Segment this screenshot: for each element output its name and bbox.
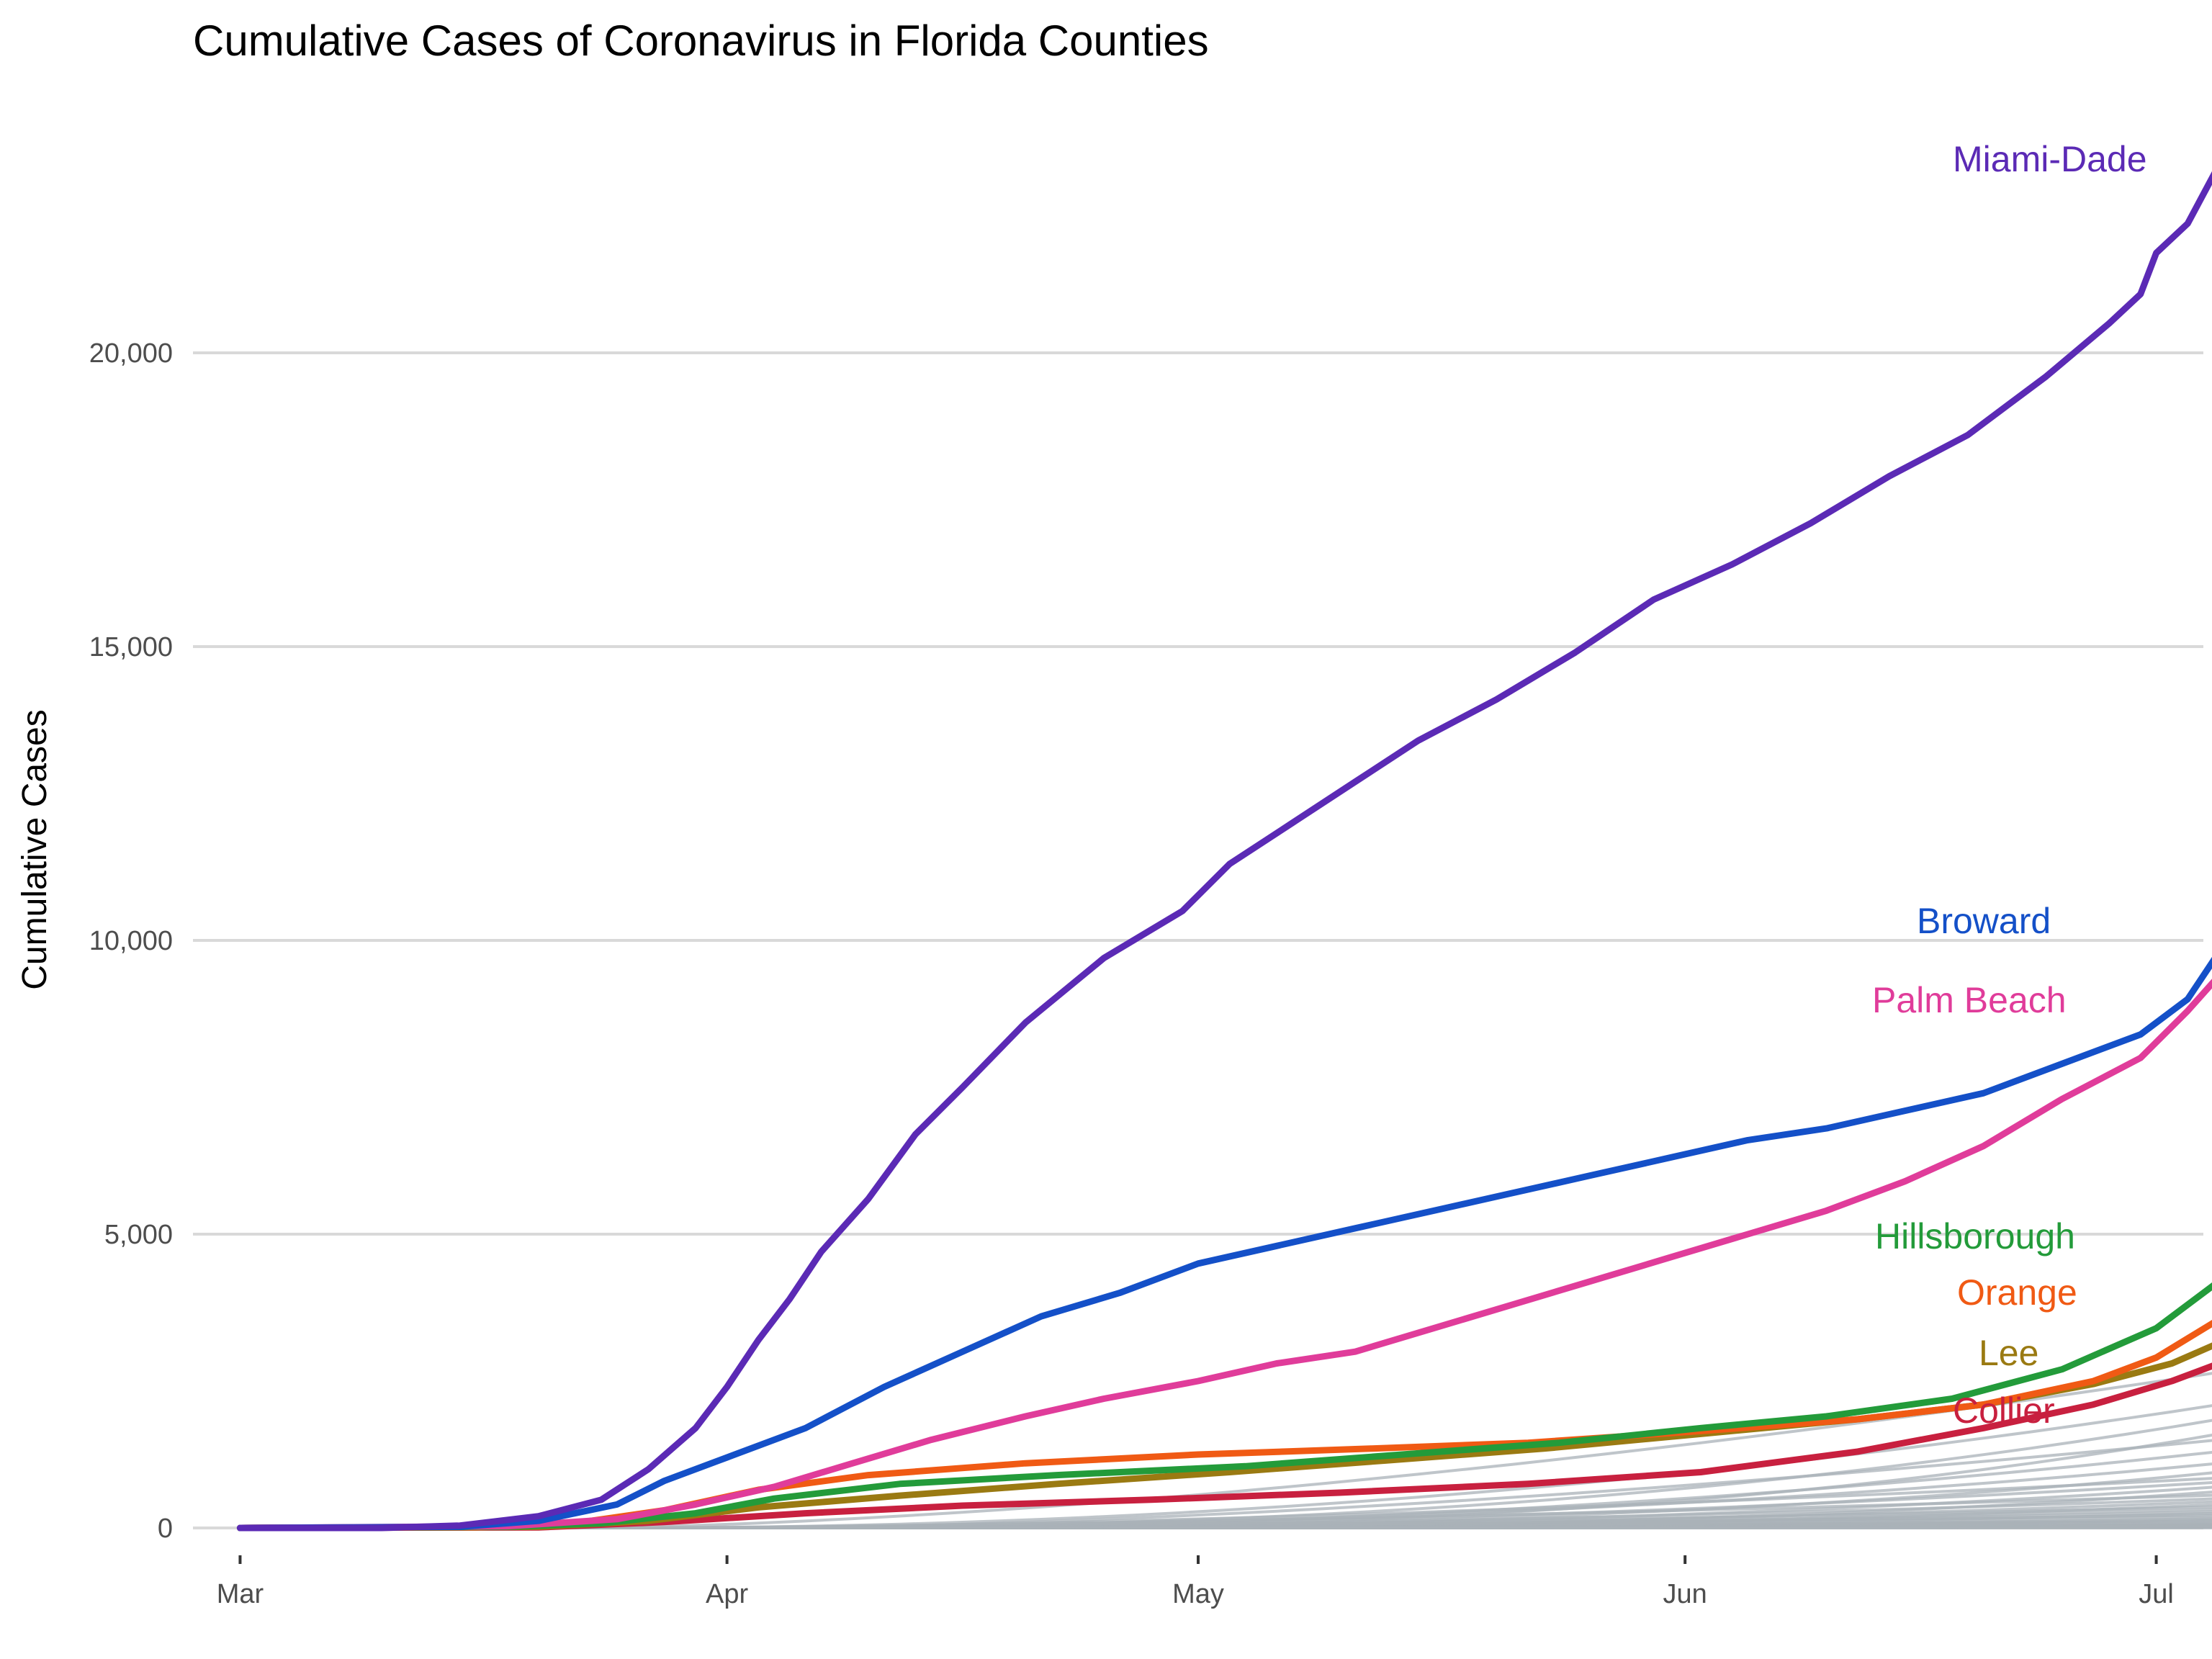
y-tick-label: 10,000	[89, 926, 173, 956]
y-tick-label: 0	[158, 1514, 173, 1544]
chart-title: Cumulative Cases of Coronavirus in Flori…	[193, 17, 1209, 65]
series-label: Orange	[1957, 1272, 2077, 1313]
y-tick-label: 15,000	[89, 632, 173, 662]
series-label: Collier	[1953, 1390, 2055, 1431]
axes: Cumulative Cases 0 5,000 10,000 15,000 20,00…	[16, 338, 2174, 1609]
series-line-miami-dade	[236, 171, 2212, 1532]
series-label: Palm Beach	[1872, 980, 2067, 1020]
series-line-palm-beach	[236, 979, 2212, 1532]
x-tick-label: Jul	[2139, 1579, 2174, 1609]
series-labels: Miami-Dade Broward Palm Beach Hillsborough O…	[1872, 139, 2147, 1431]
x-tick-label: May	[1172, 1579, 1224, 1609]
y-axis-title: Cumulative Cases	[16, 709, 54, 989]
y-tick-label: 5,000	[104, 1220, 173, 1250]
series-line-broward	[236, 956, 2212, 1532]
series-line-hillsborough	[236, 1282, 2212, 1532]
series-label: Lee	[1979, 1333, 2038, 1373]
x-tick-label: Jun	[1663, 1579, 1707, 1609]
series-line-lee	[236, 1342, 2212, 1532]
x-tick-label: Mar	[217, 1579, 264, 1609]
highlighted-county-lines	[236, 171, 2212, 1532]
series-label: Broward	[1917, 901, 2051, 941]
series-label: Hillsborough	[1875, 1216, 2075, 1256]
series-line-collier	[236, 1362, 2212, 1532]
x-tick-label: Apr	[706, 1579, 748, 1609]
y-tick-label: 20,000	[89, 338, 173, 369]
series-label: Miami-Dade	[1953, 139, 2147, 179]
